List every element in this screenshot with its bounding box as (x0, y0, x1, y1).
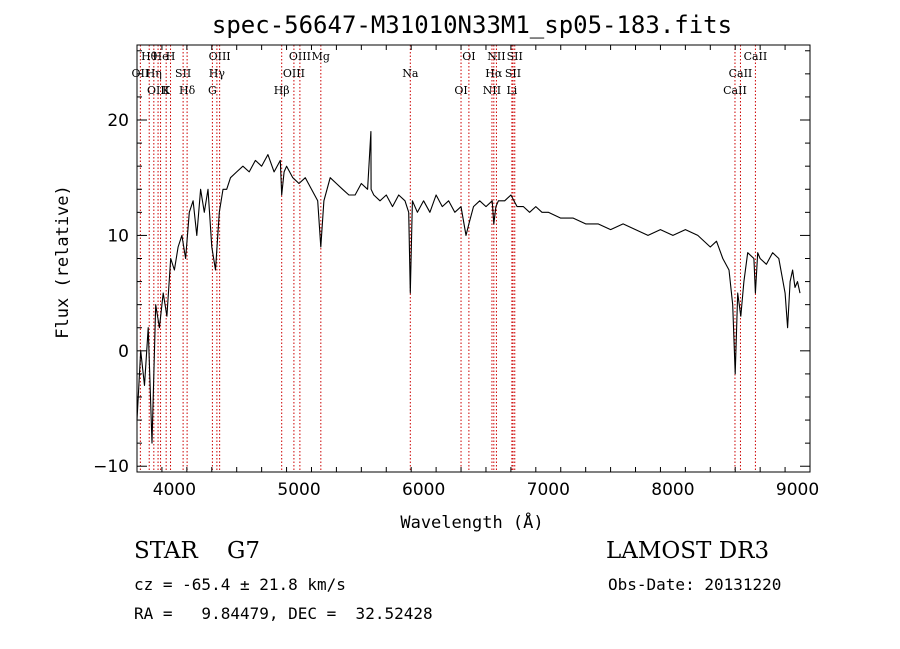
spectral-line-label: SII (505, 67, 521, 80)
y-tick-label: 0 (118, 342, 129, 362)
plot-frame (136, 44, 811, 473)
y-tick-label: −10 (93, 457, 129, 477)
spectral-line-label: Mg (312, 50, 330, 63)
y-axis-label: Flux (relative) (53, 185, 73, 339)
spectral-line-label: SII (507, 50, 523, 63)
spectral-line-label: OIII (147, 84, 169, 97)
spectral-line-label: Li (506, 84, 517, 97)
spectral-line-label: NII (483, 84, 501, 97)
spectral-line-label: K (162, 84, 171, 97)
spectral-line-label: OI (462, 50, 475, 63)
object-class: STAR G7 (134, 538, 261, 564)
spectral-line-label: SII (175, 67, 191, 80)
y-tick-label: 10 (107, 226, 129, 246)
y-tick-label: 20 (107, 111, 129, 131)
survey-name: LAMOST DR3 (606, 538, 770, 564)
spectral-line-label: OI (454, 84, 467, 97)
spectral-line-label: Hα (485, 67, 503, 80)
spectral-line-label: H (166, 50, 176, 63)
spectral-line-label: OIII (289, 50, 311, 63)
redshift-velocity: cz = -65.4 ± 21.8 km/s (134, 575, 346, 594)
spectral-line-label: NII (487, 50, 505, 63)
spectral-line-label: OIII (209, 50, 231, 63)
spectral-line-label: CaII (729, 67, 753, 80)
spectral-line-label: He (153, 50, 169, 63)
spectral-line-label: Hβ (274, 84, 290, 97)
spectral-line-label: CaII (723, 84, 747, 97)
x-tick-label: 8000 (651, 480, 694, 500)
chart-title: spec-56647-M31010N33M1_sp05-183.fits (212, 11, 732, 39)
spectral-line-label: Hδ (179, 84, 196, 97)
observation-date: Obs-Date: 20131220 (608, 575, 782, 594)
spectral-line-label: Hθ (141, 50, 158, 63)
spectrum-line (136, 131, 801, 444)
x-tick-label: 6000 (402, 480, 445, 500)
x-tick-label: 5000 (277, 480, 320, 500)
coordinates: RA = 9.84479, DEC = 32.52428 (134, 604, 433, 623)
spectral-line-label: OIII (283, 67, 305, 80)
x-axis-label: Wavelength (Å) (400, 511, 543, 533)
spectral-line-label: Hγ (209, 67, 226, 80)
x-tick-label: 7000 (527, 480, 570, 500)
spectral-line-label: Na (402, 67, 419, 80)
spectral-line-label: G (208, 84, 217, 97)
spectral-line-label: Hη (146, 67, 162, 80)
spectral-line-label: CaII (744, 50, 768, 63)
x-tick-label: 9000 (776, 480, 819, 500)
x-tick-label: 4000 (153, 480, 196, 500)
